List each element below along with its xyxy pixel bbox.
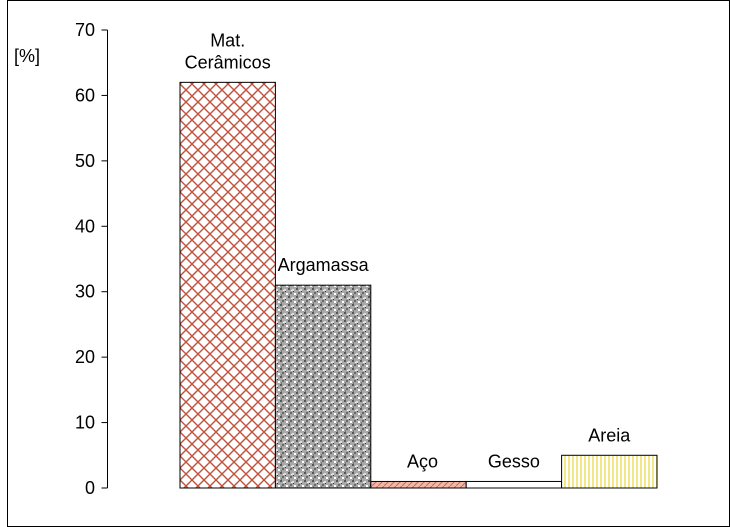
bar-4 [561,454,658,489]
y-tick-label: 30 [75,282,95,302]
y-tick-label: 20 [75,347,95,367]
bar-label-0: Mat. Cerâmicos [185,30,271,72]
y-tick-label: 40 [75,216,95,236]
bar-label-1: Argamassa [278,255,370,275]
y-tick-label: 10 [75,413,95,433]
y-axis-label: [%] [14,46,40,66]
bar-label-4: Areia [588,425,631,445]
bar-2 [370,480,467,489]
bar-label-2: Aço [407,451,438,471]
bar-1 [274,284,372,489]
bar-labels: Mat. Cerâmicos Argamassa Aço Gesso Areia [185,30,632,471]
y-tick-label: 0 [85,478,95,498]
bars [179,81,658,489]
bar-3 [465,480,563,489]
y-axis: 0 10 20 30 40 50 60 70 [75,20,108,498]
y-tick-label: 50 [75,151,95,171]
bar-label-3: Gesso [488,451,540,471]
bar-0 [179,81,276,489]
y-tick-label: 70 [75,20,95,40]
y-tick-label: 60 [75,85,95,105]
